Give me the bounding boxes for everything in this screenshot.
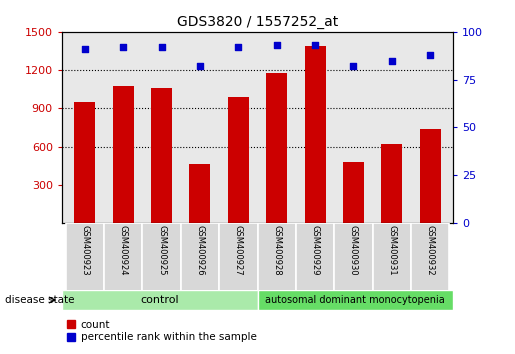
Bar [304, 46, 325, 223]
Bar [151, 88, 172, 223]
Legend: count, percentile rank within the sample: count, percentile rank within the sample [67, 320, 256, 342]
Bar [65, 223, 104, 292]
Bar [266, 73, 287, 223]
Point [349, 63, 357, 69]
Point [81, 46, 89, 52]
Bar [334, 223, 373, 292]
Bar [219, 223, 258, 292]
Text: GSM400925: GSM400925 [157, 225, 166, 276]
Text: GSM400926: GSM400926 [195, 225, 204, 276]
Text: GSM400930: GSM400930 [349, 225, 358, 276]
Point [388, 58, 396, 63]
Bar [62, 290, 258, 310]
Point [272, 42, 281, 48]
Bar [296, 223, 334, 292]
Point [196, 63, 204, 69]
Bar [228, 97, 249, 223]
Bar [142, 223, 181, 292]
Text: GSM400923: GSM400923 [80, 225, 89, 276]
Text: GSM400931: GSM400931 [387, 225, 397, 276]
Text: autosomal dominant monocytopenia: autosomal dominant monocytopenia [265, 295, 445, 305]
Bar [190, 164, 211, 223]
Text: disease state: disease state [5, 295, 75, 305]
Point [426, 52, 434, 58]
Bar [258, 290, 453, 310]
Point [234, 44, 243, 50]
Text: GSM400924: GSM400924 [118, 225, 128, 276]
Bar [420, 129, 441, 223]
Text: GSM400932: GSM400932 [426, 225, 435, 276]
Text: GSM400927: GSM400927 [234, 225, 243, 276]
Point [119, 44, 127, 50]
Text: GSM400929: GSM400929 [311, 225, 320, 276]
Bar [381, 144, 402, 223]
Text: GSM400928: GSM400928 [272, 225, 281, 276]
Title: GDS3820 / 1557252_at: GDS3820 / 1557252_at [177, 16, 338, 29]
Point [158, 44, 166, 50]
Bar [104, 223, 142, 292]
Bar [258, 223, 296, 292]
Bar [74, 102, 95, 223]
Bar [373, 223, 411, 292]
Bar [181, 223, 219, 292]
Bar [113, 86, 134, 223]
Bar [343, 162, 364, 223]
Text: control: control [140, 295, 179, 305]
Point [311, 42, 319, 48]
Bar [411, 223, 450, 292]
